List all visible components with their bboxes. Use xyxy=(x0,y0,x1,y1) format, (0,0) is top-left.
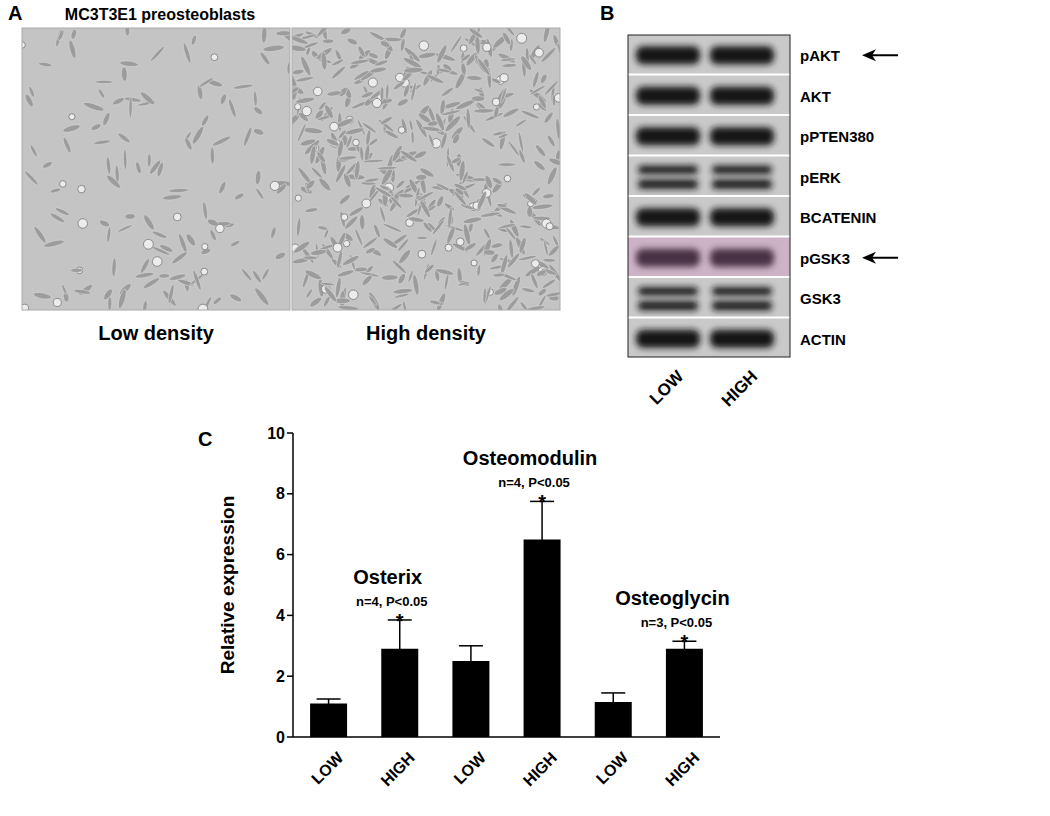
svg-text:HIGH: HIGH xyxy=(662,749,702,789)
svg-text:6: 6 xyxy=(276,546,285,563)
svg-text:Osteoglycin: Osteoglycin xyxy=(615,587,729,609)
svg-text:High density: High density xyxy=(366,322,487,344)
svg-text:HIGH: HIGH xyxy=(520,749,560,789)
svg-text:B: B xyxy=(600,2,614,24)
svg-text:2: 2 xyxy=(276,668,285,685)
svg-text:n=3, P<0.05: n=3, P<0.05 xyxy=(641,615,713,630)
svg-text:LOW: LOW xyxy=(308,748,347,787)
svg-text:pPTEN380: pPTEN380 xyxy=(800,128,874,145)
svg-text:LOW: LOW xyxy=(451,748,490,787)
svg-text:*: * xyxy=(681,631,689,653)
svg-text:*: * xyxy=(396,610,404,632)
svg-text:Osteomodulin: Osteomodulin xyxy=(463,447,597,469)
svg-text:GSK3: GSK3 xyxy=(800,290,841,307)
svg-text:10: 10 xyxy=(267,425,285,442)
svg-text:HIGH: HIGH xyxy=(377,749,417,789)
svg-text:pAKT: pAKT xyxy=(800,47,840,64)
svg-text:HIGH: HIGH xyxy=(718,367,761,410)
svg-text:pERK: pERK xyxy=(800,169,841,186)
svg-text:0: 0 xyxy=(276,729,285,746)
svg-text:n=4, P<0.05: n=4, P<0.05 xyxy=(498,475,570,490)
svg-text:Low density: Low density xyxy=(98,322,214,344)
svg-text:Osterix: Osterix xyxy=(353,566,422,588)
svg-text:A: A xyxy=(8,2,22,24)
svg-text:*: * xyxy=(538,491,546,513)
svg-text:4: 4 xyxy=(276,607,285,624)
svg-text:LOW: LOW xyxy=(646,366,688,408)
svg-text:ACTIN: ACTIN xyxy=(800,331,846,348)
svg-text:MC3T3E1 preosteoblasts: MC3T3E1 preosteoblasts xyxy=(65,6,255,23)
svg-text:n=4, P<0.05: n=4, P<0.05 xyxy=(356,594,428,609)
svg-text:C: C xyxy=(198,428,212,450)
svg-text:BCATENIN: BCATENIN xyxy=(800,209,876,226)
svg-text:pGSK3: pGSK3 xyxy=(800,250,850,267)
svg-text:8: 8 xyxy=(276,485,285,502)
svg-text:LOW: LOW xyxy=(593,748,632,787)
svg-text:Relative expression: Relative expression xyxy=(217,496,238,674)
svg-text:AKT: AKT xyxy=(800,88,831,105)
